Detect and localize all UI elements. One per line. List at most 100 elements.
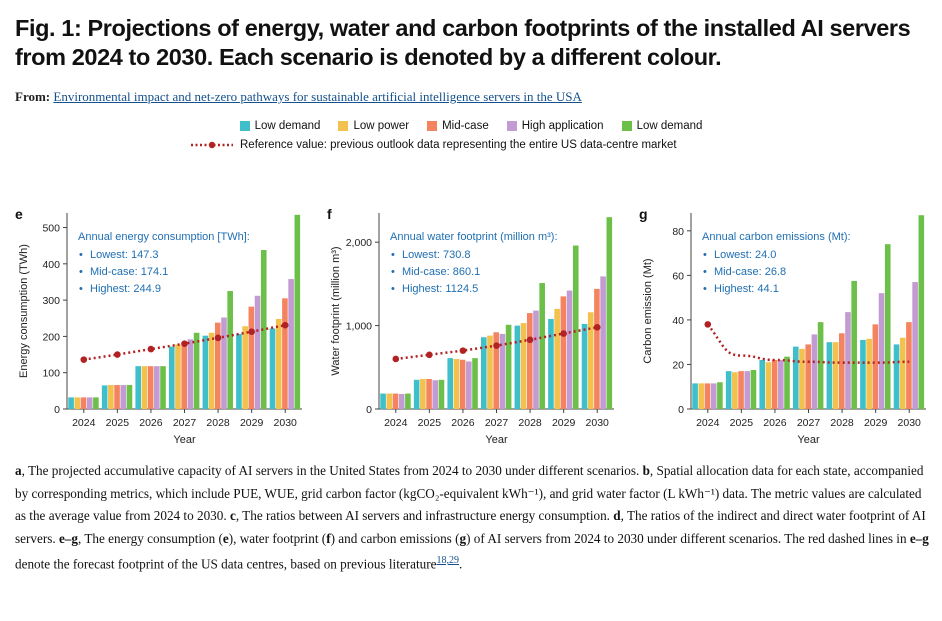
chart-panel-f: f 0 1,000 2,000 Water footprint (million m³)…: [327, 206, 614, 446]
x-tick-label: 2030: [898, 417, 922, 429]
bar: [447, 358, 454, 409]
annotation-bullet: •: [391, 283, 395, 295]
bar: [866, 338, 872, 409]
bar: [154, 366, 160, 409]
caption-text: , Spatial allocation data for each state…: [15, 463, 924, 523]
x-tick-label: 2026: [139, 417, 163, 429]
y-tick-label: 200: [42, 331, 60, 343]
bar: [193, 332, 200, 409]
bar: [765, 362, 772, 409]
annotation-bullet: •: [79, 249, 83, 261]
reference-citation-link[interactable]: 18,29: [436, 555, 460, 566]
x-tick-label: 2029: [240, 417, 264, 429]
bar: [738, 371, 744, 409]
bar: [472, 358, 478, 409]
bar: [438, 379, 445, 409]
x-tick-label: 2029: [552, 417, 576, 429]
x-tick-label: 2026: [451, 417, 475, 429]
bar: [725, 371, 732, 409]
legend-item: Mid-case: [427, 120, 489, 132]
y-axis-label: Water footprint (million m³): [330, 246, 342, 375]
bar: [242, 326, 248, 409]
y-tick-label: 500: [42, 223, 60, 235]
bar: [499, 333, 506, 409]
annotation-line: Lowest: 147.3: [90, 249, 159, 261]
caption-text: , The ratios of the indirect and direct …: [15, 508, 926, 546]
bar: [68, 397, 74, 409]
y-tick-label: 60: [672, 270, 684, 282]
bar: [698, 383, 705, 409]
annotation-bullet: •: [703, 283, 707, 295]
bar: [817, 322, 824, 409]
bar: [548, 318, 554, 409]
bar: [275, 318, 282, 409]
bar: [717, 382, 723, 409]
x-tick-label: 2027: [173, 417, 197, 429]
caption-panel-letter: b: [642, 463, 650, 478]
bar: [227, 291, 233, 409]
bar: [214, 322, 221, 409]
caption-panel-letter: e–g: [909, 530, 929, 546]
x-tick-label: 2030: [274, 417, 298, 429]
bar: [899, 337, 906, 409]
x-tick-label: 2029: [864, 417, 888, 429]
bar: [413, 379, 420, 409]
bar: [520, 323, 527, 409]
caption-panel-letter: e: [222, 530, 229, 546]
bar: [135, 366, 142, 409]
y-tick-label: 400: [42, 259, 60, 271]
annotation-line: Highest: 44.1: [714, 283, 779, 295]
bar: [860, 339, 866, 409]
bar: [86, 397, 93, 409]
y-axis-label: Energy consumption (TWh): [18, 244, 30, 378]
x-tick-label: 2028: [830, 417, 854, 429]
bar: [405, 393, 411, 409]
x-tick-label: 2025: [730, 417, 754, 429]
bar: [845, 312, 851, 409]
bar: [581, 323, 588, 409]
bar: [600, 276, 606, 409]
bar: [260, 250, 267, 409]
bar: [202, 335, 209, 409]
annotation-bullet: •: [79, 266, 83, 278]
reference-point: [181, 340, 188, 347]
caption-panel-letter: c: [229, 508, 236, 523]
bar: [572, 245, 579, 409]
bar: [918, 215, 925, 409]
panel-letter: g: [639, 206, 648, 222]
bar: [248, 306, 255, 409]
y-tick-label: 0: [54, 404, 60, 416]
bar: [398, 393, 405, 409]
bar: [832, 342, 839, 409]
bar: [778, 360, 784, 409]
bar: [459, 359, 466, 409]
annotation-line: Mid-case: 174.1: [90, 266, 168, 278]
figure-title: Fig. 1: Projections of energy, water and…: [15, 15, 911, 70]
annotation-bullet: •: [391, 266, 395, 278]
bar: [269, 328, 276, 409]
annotation-line: Mid-case: 26.8: [714, 266, 786, 278]
source-article-link[interactable]: Environmental impact and net-zero pathwa…: [53, 89, 582, 104]
reference-legend-label: Reference value: previous outlook data r…: [240, 139, 677, 151]
bar: [101, 385, 108, 409]
bar: [692, 383, 698, 409]
bar: [872, 324, 879, 409]
legend-swatch: [506, 121, 517, 131]
bar: [380, 393, 386, 409]
chart-panel-e: e 0 100 200 300 400 500 Energy consumption (TWh…: [15, 206, 302, 446]
caption-text: ) and carbon emissions (: [330, 530, 460, 546]
legend-label: Low demand: [254, 120, 321, 132]
legend-item: Low power: [338, 120, 409, 132]
chart-panel-g: g 0 20 40 60 80 Carbon emission (Mt) 2024 2025 20…: [639, 206, 926, 446]
annotation-title: Annual carbon emissions (Mt):: [702, 231, 851, 243]
bar: [420, 378, 426, 409]
annotation-line: Lowest: 24.0: [714, 249, 776, 261]
caption-panel-letter: g: [459, 530, 467, 546]
reference-point: [560, 330, 567, 337]
bar: [744, 371, 751, 409]
y-tick-label: 80: [672, 226, 684, 238]
bar: [805, 344, 811, 409]
bar: [893, 344, 900, 409]
reference-point: [493, 342, 500, 349]
legend-label: High application: [521, 120, 604, 132]
